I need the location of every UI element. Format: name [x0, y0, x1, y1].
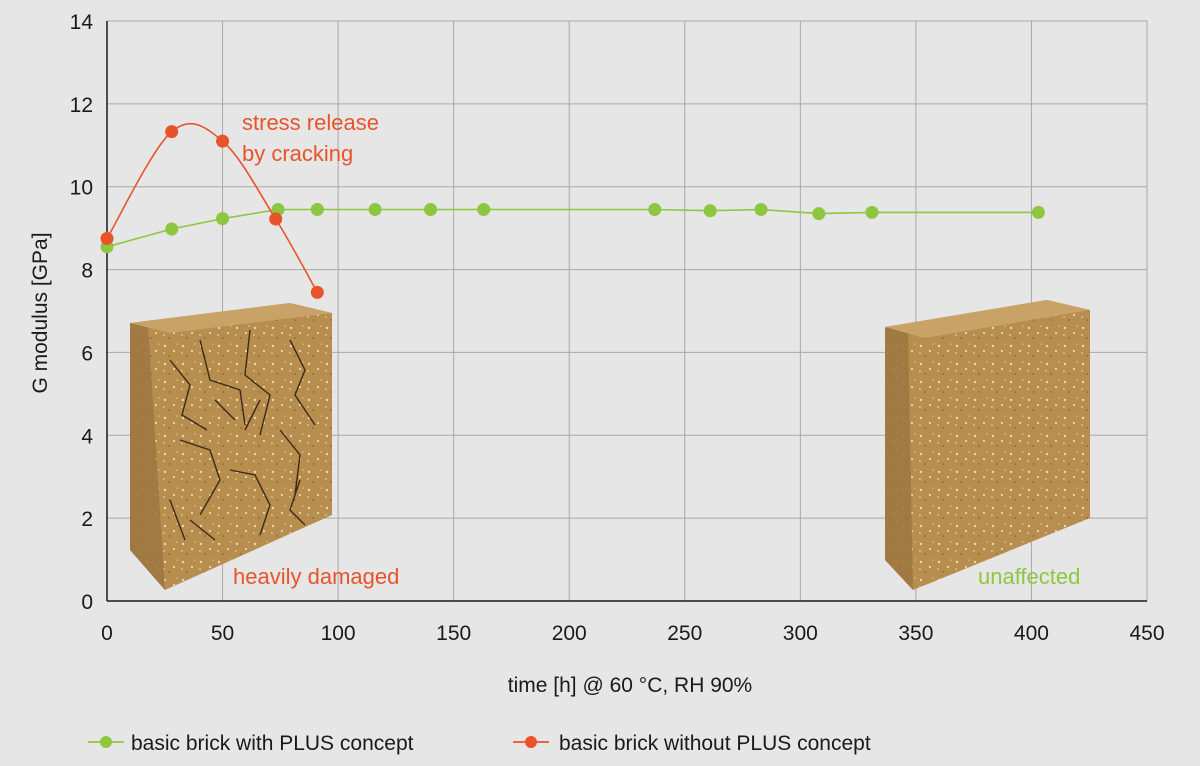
data-point-with-plus [648, 203, 662, 216]
data-point-without-plus [269, 212, 283, 226]
annotation-unaffected: unaffected [978, 564, 1080, 589]
data-point-with-plus [477, 203, 491, 216]
y-tick-label: 2 [81, 508, 93, 531]
x-tick-label: 100 [321, 622, 356, 645]
x-tick-label: 50 [211, 622, 234, 645]
y-tick-label: 6 [81, 342, 93, 365]
y-tick-label: 12 [70, 94, 93, 117]
data-point-with-plus [1031, 205, 1045, 219]
legend: basic brick with PLUS concept basic bric… [88, 732, 871, 755]
data-point-with-plus [368, 203, 382, 216]
x-tick-label: 350 [898, 622, 933, 645]
data-point-with-plus [216, 212, 230, 226]
data-point-with-plus [754, 203, 768, 216]
series-line-with-plus [106, 208, 1039, 248]
x-tick-label: 250 [667, 622, 702, 645]
y-tick-label: 14 [70, 11, 94, 34]
data-point-with-plus [865, 205, 879, 219]
legend-item-without-plus: basic brick without PLUS concept [513, 732, 871, 755]
data-point-without-plus [310, 285, 324, 299]
legend-marker-with-plus [100, 736, 112, 748]
x-tick-label: 200 [552, 622, 587, 645]
data-point-with-plus [310, 203, 324, 216]
legend-label-without-plus: basic brick without PLUS concept [559, 732, 871, 755]
annotation-by-cracking: by cracking [242, 141, 353, 166]
y-tick-labels: 0 2 4 6 8 10 12 14 [70, 11, 94, 614]
data-point-with-plus [703, 204, 717, 218]
y-axis-title: G modulus [GPa] [29, 232, 52, 393]
x-axis-title: time [h] @ 60 °C, RH 90% [508, 674, 752, 697]
legend-item-with-plus: basic brick with PLUS concept [88, 732, 414, 755]
y-tick-label: 8 [81, 260, 93, 283]
series-layer [100, 122, 1045, 299]
annotation-heavily-damaged: heavily damaged [233, 564, 399, 589]
x-tick-label: 300 [783, 622, 818, 645]
data-point-without-plus [100, 232, 114, 245]
data-point-without-plus [216, 134, 230, 148]
x-tick-label: 0 [101, 622, 113, 645]
data-point-without-plus [165, 125, 179, 139]
x-tick-label: 400 [1014, 622, 1049, 645]
legend-label-with-plus: basic brick with PLUS concept [131, 732, 414, 755]
damaged-brick-image [130, 303, 332, 590]
unaffected-brick-image [885, 300, 1090, 590]
x-tick-label: 150 [436, 622, 471, 645]
data-point-with-plus [165, 222, 179, 236]
y-tick-label: 10 [70, 177, 93, 200]
axes [106, 21, 1147, 602]
data-point-with-plus [812, 207, 826, 221]
legend-marker-without-plus [525, 736, 537, 748]
y-tick-label: 4 [81, 425, 93, 448]
x-tick-labels: 0 50 100 150 200 250 300 350 400 450 [101, 622, 1164, 645]
x-tick-label: 450 [1129, 622, 1164, 645]
data-point-with-plus [424, 203, 438, 216]
annotation-stress-release: stress release [242, 110, 379, 135]
y-tick-label: 0 [81, 591, 93, 614]
